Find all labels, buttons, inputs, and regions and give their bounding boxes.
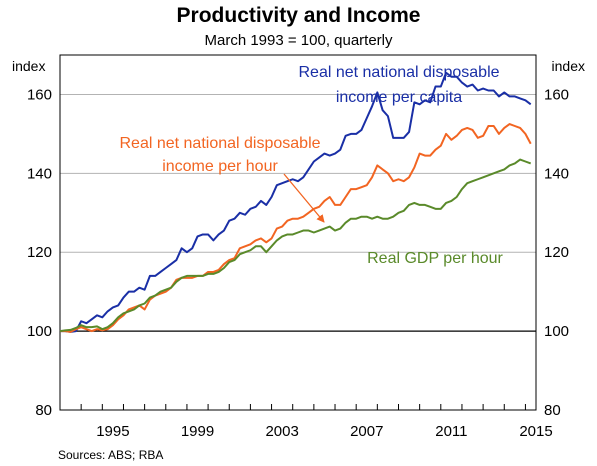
y-tick-left-120: 120: [27, 244, 52, 261]
y-tick-left-160: 160: [27, 86, 52, 103]
series-line-gdp-per-hour: [59, 158, 532, 333]
y-tick-right-120: 120: [544, 244, 569, 261]
x-tick-label-1995: 1995: [96, 423, 129, 440]
series-layer: [59, 71, 532, 333]
y-tick-right-80: 80: [544, 402, 561, 419]
grid-layer: [60, 93, 536, 332]
chart-subtitle: March 1993 = 100, quarterly: [204, 32, 393, 49]
right-axis-unit: index: [551, 58, 585, 74]
y-tick-left-80: 80: [35, 402, 52, 419]
series-label-income-per-hour-2: income per hour: [162, 158, 278, 175]
plot-frame: [59, 54, 537, 411]
y-tick-right-100: 100: [544, 323, 569, 340]
y-tick-right-140: 140: [544, 165, 569, 182]
x-tick-label-2015: 2015: [519, 423, 552, 440]
x-tick-label-2003: 2003: [265, 423, 298, 440]
x-tick-label-1999: 1999: [181, 423, 214, 440]
y-tick-right-160: 160: [544, 86, 569, 103]
series-label-gdp-per-hour-1: Real GDP per hour: [367, 250, 503, 267]
chart-title: Productivity and Income: [176, 4, 421, 27]
chart-source: Sources: ABS; RBA: [58, 448, 164, 462]
left-axis-unit: index: [12, 58, 46, 74]
series-label-income-per-hour-1: Real net national disposable: [119, 135, 320, 152]
y-tick-left-140: 140: [27, 165, 52, 182]
income-per-hour-arrow: [283, 173, 325, 223]
y-tick-left-100: 100: [27, 323, 52, 340]
x-tick-label-2007: 2007: [350, 423, 383, 440]
x-tick-label-2011: 2011: [435, 423, 467, 440]
series-label-income-per-capita-1: Real net national disposable: [298, 64, 499, 81]
series-line-income-per-capita: [60, 71, 532, 333]
tick-layer: 80 80 100 100 120 120 140 140 160 160 1995 1999 2003…: [27, 86, 569, 440]
series-label-income-per-capita-2: income per capita: [336, 89, 462, 106]
label-layer: Real net national disposable income per c…: [119, 64, 503, 267]
series-line-income-per-hour: [60, 123, 532, 333]
